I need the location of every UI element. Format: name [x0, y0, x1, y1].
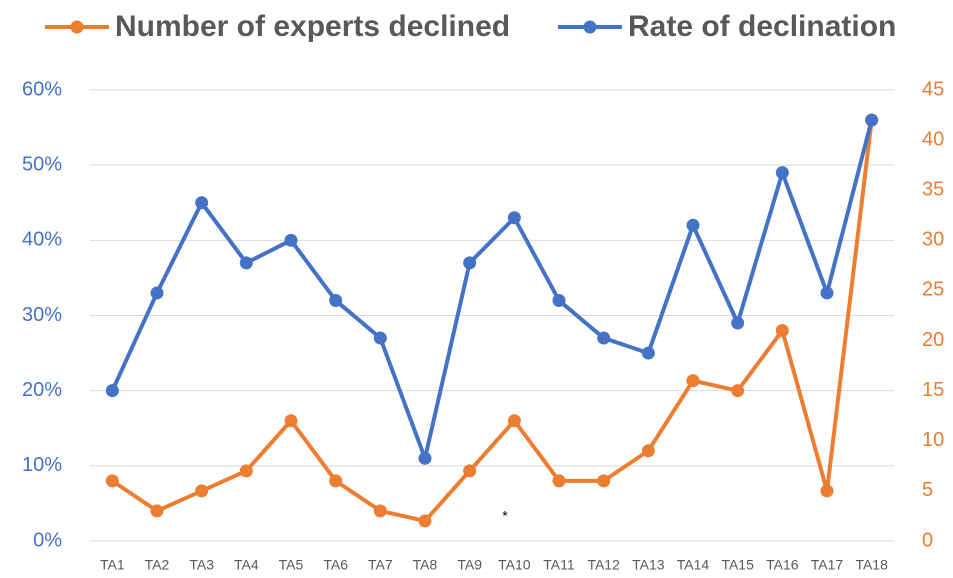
data-point [373, 504, 387, 518]
y2-tick-label: 40 [922, 128, 944, 150]
y2-tick-label: 15 [922, 379, 944, 401]
y-tick-label: 0% [33, 529, 62, 551]
series-line [110, 119, 874, 461]
y-tick-label: 60% [22, 78, 62, 100]
x-tick-label: TA14 [677, 557, 710, 573]
y-tick-label: 50% [22, 153, 62, 175]
data-point [195, 196, 209, 210]
y2-tick-label: 30 [922, 229, 944, 251]
x-tick-label: TA2 [145, 557, 170, 573]
x-tick-label: TA3 [189, 557, 214, 573]
data-point [463, 464, 477, 478]
data-point [686, 218, 700, 232]
x-tick-label: TA16 [766, 557, 799, 573]
x-tick-label: TA11 [543, 557, 575, 573]
x-tick-label: TA8 [413, 557, 438, 573]
x-tick-label: TA1 [100, 557, 125, 573]
y-tick-label: 30% [22, 304, 62, 326]
y2-tick-label: 45 [922, 78, 944, 100]
data-point [195, 484, 209, 498]
data-point [597, 331, 611, 345]
data-point [820, 286, 834, 300]
data-point [686, 374, 700, 388]
data-point [373, 331, 387, 345]
y2-tick-label: 0 [922, 529, 933, 551]
data-point [150, 504, 164, 518]
series-line [111, 119, 874, 523]
data-point [463, 256, 477, 270]
data-point [731, 384, 745, 398]
y2-tick-label: 20 [922, 329, 944, 351]
data-point [105, 474, 119, 488]
data-point [239, 464, 253, 478]
x-tick-label: TA7 [368, 557, 393, 573]
x-tick-label: TA9 [457, 557, 482, 573]
data-point [418, 514, 432, 528]
x-tick-label: TA15 [721, 557, 754, 573]
data-point [865, 113, 879, 127]
y2-tick-label: 5 [922, 479, 933, 501]
data-point [105, 384, 119, 398]
y-tick-label: 40% [22, 229, 62, 251]
data-point [329, 293, 343, 307]
data-point [239, 256, 253, 270]
x-tick-label: TA10 [498, 557, 531, 573]
legend-label: Number of experts declined [115, 10, 510, 43]
data-point [507, 211, 521, 225]
legend-marker [70, 20, 84, 34]
annotation: * [502, 508, 508, 524]
legend-marker [583, 20, 597, 34]
data-point [418, 451, 432, 465]
data-point [775, 324, 789, 338]
data-point [552, 293, 566, 307]
data-point [641, 346, 655, 360]
y-tick-label: 10% [22, 454, 62, 476]
x-tick-label: TA4 [234, 557, 259, 573]
data-point [150, 286, 164, 300]
data-point [552, 474, 566, 488]
data-point [284, 233, 298, 247]
data-point [284, 414, 298, 428]
data-point [731, 316, 745, 330]
y2-tick-label: 10 [922, 429, 944, 451]
x-tick-label: TA13 [632, 557, 665, 573]
y2-tick-label: 35 [922, 179, 944, 201]
data-point [820, 484, 834, 498]
data-point [641, 444, 655, 458]
x-tick-label: TA12 [587, 557, 620, 573]
data-point [775, 166, 789, 180]
y2-tick-label: 25 [922, 279, 944, 301]
x-tick-label: TA5 [279, 557, 304, 573]
x-tick-label: TA6 [323, 557, 348, 573]
x-tick-label: TA18 [855, 557, 888, 573]
data-point [507, 414, 521, 428]
data-point [597, 474, 611, 488]
legend-label: Rate of declination [628, 10, 896, 43]
y-tick-label: 20% [22, 379, 62, 401]
x-tick-label: TA17 [811, 557, 844, 573]
data-point [329, 474, 343, 488]
